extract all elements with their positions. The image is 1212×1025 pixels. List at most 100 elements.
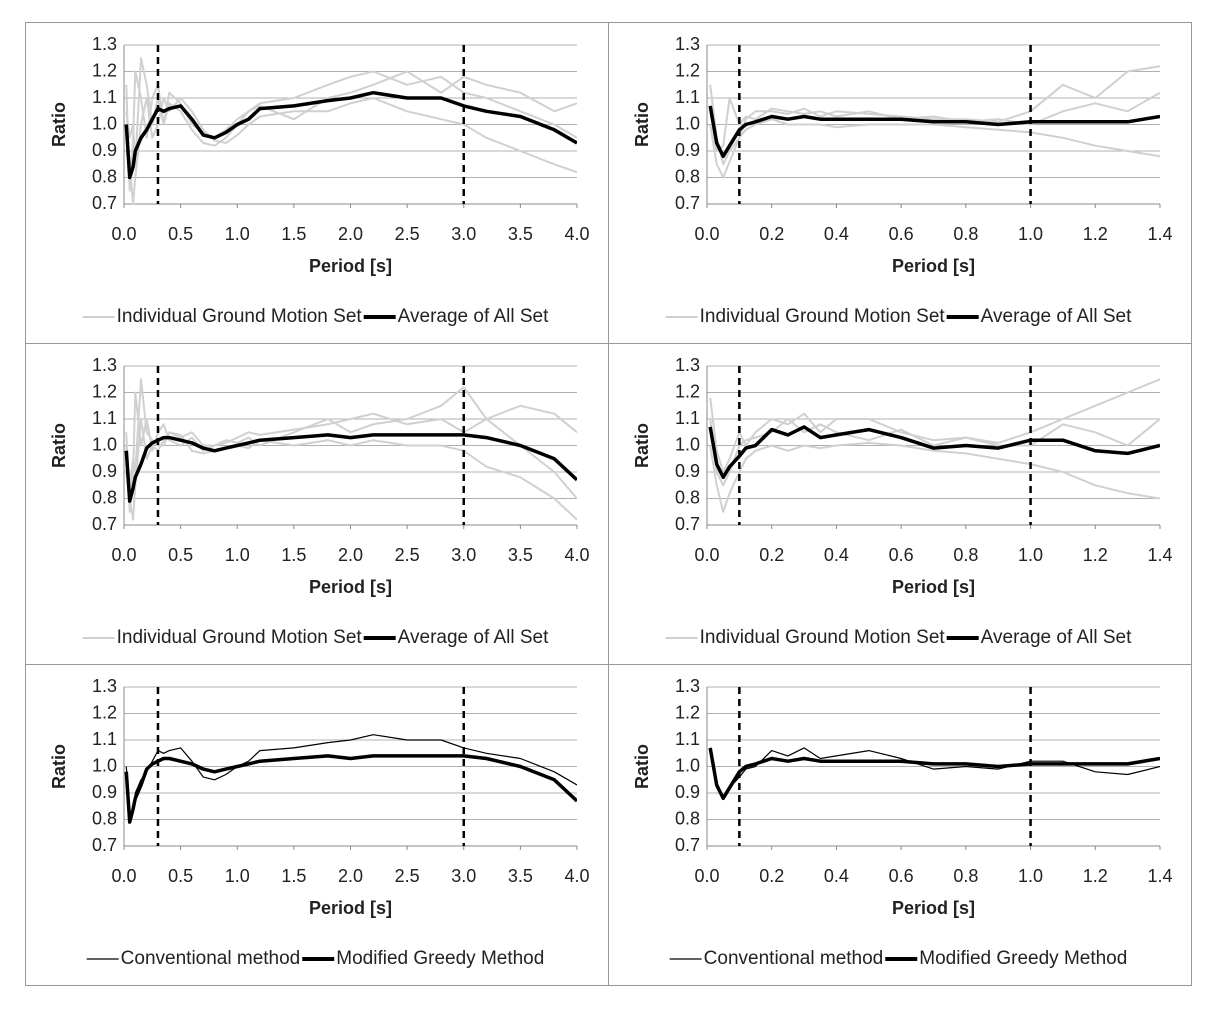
legend: Conventional method Modified Greedy Metho…: [86, 948, 544, 969]
x-tick-label: 0.2: [759, 545, 784, 565]
x-tick-label: 2.0: [338, 866, 363, 886]
legend-label: Average of All Set: [398, 627, 549, 648]
x-tick-label: 0.0: [694, 866, 719, 886]
y-tick-label: 1.1: [92, 87, 117, 107]
x-tick-label: 0.4: [824, 866, 849, 886]
x-tick-label: 0.6: [889, 545, 914, 565]
y-tick-label: 0.9: [92, 782, 117, 802]
series-line: [124, 90, 577, 180]
y-tick-label: 1.1: [675, 87, 700, 107]
x-tick-label: 4.0: [564, 224, 589, 244]
x-tick-label: 2.5: [395, 545, 420, 565]
y-tick-label: 0.8: [92, 166, 117, 186]
x-tick-label: 0.0: [111, 866, 136, 886]
y-tick-label: 1.2: [675, 381, 700, 401]
x-tick-label: 1.0: [225, 545, 250, 565]
y-tick-label: 1.3: [92, 34, 117, 54]
panel: 0.7 0.8 0.9 1.0 1.1 1.2 1.3 0.0 0.2 0.4 0.6 0.8 1.0 1…: [608, 343, 1192, 665]
legend-label: Individual Ground Motion Set: [700, 306, 946, 327]
legend: Individual Ground Motion Set Average of A…: [82, 306, 549, 327]
series-line: [709, 418, 1160, 487]
y-axis-label: Ratio: [632, 102, 652, 147]
x-tick-label: 1.0: [1018, 224, 1043, 244]
y-tick-label: 0.7: [675, 835, 700, 855]
x-tick-label: 3.0: [451, 224, 476, 244]
y-tick-label: 0.9: [675, 461, 700, 481]
series-line: [125, 57, 577, 166]
y-tick-label: 1.2: [92, 60, 117, 80]
x-tick-label: 3.5: [508, 545, 533, 565]
y-tick-label: 1.3: [675, 355, 700, 375]
x-tick-label: 1.0: [225, 866, 250, 886]
series-line: [709, 65, 1160, 166]
x-tick-label: 2.0: [338, 545, 363, 565]
y-tick-label: 1.2: [675, 60, 700, 80]
x-tick-label: 3.5: [508, 866, 533, 886]
y-tick-label: 1.0: [675, 434, 700, 454]
series-line: [125, 734, 577, 821]
series-line: [709, 747, 1160, 799]
x-tick-label: 1.2: [1083, 224, 1108, 244]
series-line: [709, 378, 1160, 473]
y-tick-label: 1.3: [675, 676, 700, 696]
legend-label: Individual Ground Motion Set: [117, 306, 363, 327]
x-tick-label: 0.6: [889, 866, 914, 886]
plot-area: [124, 378, 577, 521]
legend-label: Individual Ground Motion Set: [117, 627, 363, 648]
x-tick-label: 0.0: [694, 224, 719, 244]
plot-area: [708, 65, 1160, 179]
x-tick-label: 0.8: [953, 866, 978, 886]
panel-border: [608, 664, 1192, 986]
legend-label: Individual Ground Motion Set: [700, 627, 946, 648]
series-line: [125, 378, 577, 487]
y-tick-label: 1.1: [675, 729, 700, 749]
legend-label: Conventional method: [121, 948, 301, 969]
legend-label: Average of All Set: [398, 306, 549, 327]
series-line: [125, 70, 577, 192]
y-tick-label: 1.1: [675, 408, 700, 428]
plot-area: [124, 57, 577, 205]
y-tick-label: 1.1: [92, 729, 117, 749]
x-axis-label: Period [s]: [892, 898, 975, 918]
x-tick-label: 0.4: [824, 545, 849, 565]
y-tick-label: 1.2: [92, 702, 117, 722]
x-tick-label: 1.4: [1147, 545, 1172, 565]
y-tick-label: 0.8: [675, 166, 700, 186]
legend-label: Modified Greedy Method: [919, 948, 1127, 969]
plot-area: [708, 747, 1160, 801]
panel: 0.7 0.8 0.9 1.0 1.1 1.2 1.3 0.0 0.5 1.0 1.5 2.0 2.5 3…: [25, 343, 609, 665]
y-axis-label: Ratio: [49, 423, 69, 468]
y-tick-label: 1.3: [92, 676, 117, 696]
series-line: [124, 754, 577, 824]
x-tick-label: 0.4: [824, 224, 849, 244]
x-tick-label: 2.0: [338, 224, 363, 244]
x-axis-label: Period [s]: [892, 256, 975, 276]
x-tick-label: 0.6: [889, 224, 914, 244]
x-tick-label: 0.2: [759, 866, 784, 886]
series-line: [708, 747, 1160, 801]
y-tick-label: 0.7: [675, 193, 700, 213]
x-tick-label: 0.8: [953, 545, 978, 565]
x-tick-label: 1.4: [1147, 224, 1172, 244]
legend-label: Modified Greedy Method: [336, 948, 544, 969]
y-tick-label: 0.8: [675, 808, 700, 828]
x-tick-label: 3.0: [451, 545, 476, 565]
y-tick-label: 1.2: [92, 381, 117, 401]
y-tick-label: 1.3: [675, 34, 700, 54]
y-tick-label: 0.8: [92, 487, 117, 507]
y-tick-label: 1.0: [92, 113, 117, 133]
x-tick-label: 4.0: [564, 866, 589, 886]
legend: Individual Ground Motion Set Average of A…: [665, 306, 1132, 327]
y-tick-label: 1.0: [92, 755, 117, 775]
x-tick-label: 0.5: [168, 866, 193, 886]
series-line: [709, 91, 1160, 152]
y-tick-label: 0.7: [92, 514, 117, 534]
y-tick-label: 1.2: [675, 702, 700, 722]
legend-label: Average of All Set: [981, 306, 1132, 327]
y-axis-label: Ratio: [632, 744, 652, 789]
x-tick-label: 2.5: [395, 224, 420, 244]
plot-area: [708, 378, 1160, 513]
x-tick-label: 0.2: [759, 224, 784, 244]
series-line: [708, 425, 1160, 480]
